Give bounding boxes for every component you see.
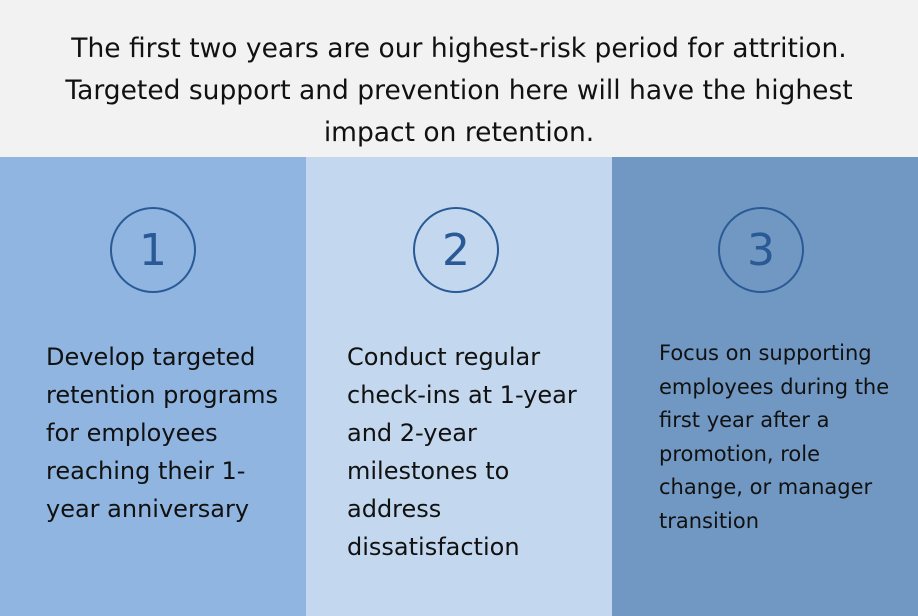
step-number-2: 2 xyxy=(442,224,470,276)
header-statement: The first two years are our highest-risk… xyxy=(0,0,918,157)
step-number-circle-1: 1 xyxy=(110,207,196,293)
recommendation-panel-1: 1 Develop targeted retention programs fo… xyxy=(0,157,306,616)
step-number-circle-3: 3 xyxy=(718,207,804,293)
step-number-1: 1 xyxy=(139,224,167,276)
recommendation-panel-3: 3 Focus on supporting employees during t… xyxy=(612,157,918,616)
step-number-3: 3 xyxy=(747,224,775,276)
header-text: The first two years are our highest-risk… xyxy=(65,33,853,148)
recommendation-text-2: Conduct regular check-ins at 1-year and … xyxy=(347,343,577,561)
step-number-circle-2: 2 xyxy=(413,207,499,293)
recommendation-panels: 1 Develop targeted retention programs fo… xyxy=(0,157,918,616)
recommendation-text-1: Develop targeted retention programs for … xyxy=(46,343,279,523)
recommendation-panel-2: 2 Conduct regular check-ins at 1-year an… xyxy=(306,157,612,616)
recommendation-text-3: Focus on supporting employees during the… xyxy=(659,341,890,533)
